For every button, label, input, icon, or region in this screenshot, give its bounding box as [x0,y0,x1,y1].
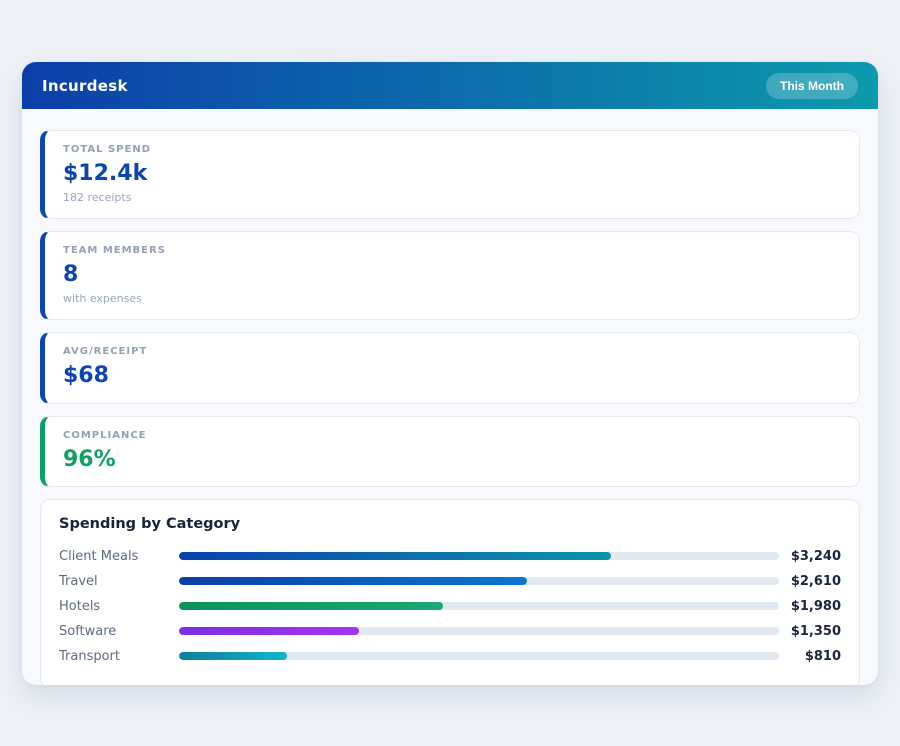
bar-track [179,627,779,636]
dashboard-panel: Incurdesk This Month TOTAL SPEND $12.4k … [22,62,878,685]
chart-category-label: Transport [59,648,121,664]
chart-row: Software $1,350 [59,619,841,644]
period-badge[interactable]: This Month [766,72,858,99]
stat-card: TOTAL SPEND $12.4k 182 receipts [40,130,860,220]
stat-label: TEAM MEMBERS [63,245,166,257]
spending-chart-card: Spending by Category Client Meals $3,240… [40,498,860,685]
stat-subtext: with expenses [63,292,142,306]
bar-fill [179,577,527,586]
bar-track [179,577,779,586]
bar-fill [179,602,443,611]
chart-value-label: $1,350 [790,623,841,639]
chart-value-label: $2,610 [790,573,841,589]
stat-label: AVG/RECEIPT [63,346,148,358]
bar-track [179,552,779,561]
app-header: Incurdesk This Month [22,62,878,109]
stat-label: COMPLIANCE [63,429,147,441]
stat-card: AVG/RECEIPT $68 [40,332,860,404]
chart-row: Transport $810 [59,644,841,669]
chart-category-label: Travel [59,573,98,589]
chart-row: Hotels $1,980 [59,594,841,619]
chart-rows: Client Meals $3,240 Travel $2,610 Hotels… [59,544,841,669]
chart-category-label: Software [59,623,117,639]
dashboard-content: TOTAL SPEND $12.4k 182 receipts TEAM MEM… [22,109,878,685]
stat-card: TEAM MEMBERS 8 with expenses [40,231,860,321]
bar-fill [179,627,359,636]
stat-card: COMPLIANCE 96% [40,415,860,487]
chart-category-label: Client Meals [59,548,139,564]
chart-row: Travel $2,610 [59,569,841,594]
app-title: Incurdesk [42,76,128,95]
bar-fill [179,552,611,561]
stat-value: 96% [63,446,116,472]
chart-value-label: $1,980 [790,598,841,614]
chart-category-label: Hotels [59,598,101,614]
stat-value: 8 [63,262,79,288]
chart-value-label: $3,240 [790,548,841,564]
stat-subtext: 182 receipts [63,191,132,205]
stat-label: TOTAL SPEND [63,144,151,155]
stats-list: TOTAL SPEND $12.4k 182 receipts TEAM MEM… [40,130,860,487]
bar-track [179,602,779,611]
chart-row: Client Meals $3,240 [59,544,841,569]
chart-title: Spending by Category [59,515,241,532]
bar-track [179,652,779,661]
stat-value: $68 [63,363,109,389]
stat-value: $12.4k [63,161,148,186]
chart-value-label: $810 [804,648,841,664]
bar-fill [179,652,287,661]
